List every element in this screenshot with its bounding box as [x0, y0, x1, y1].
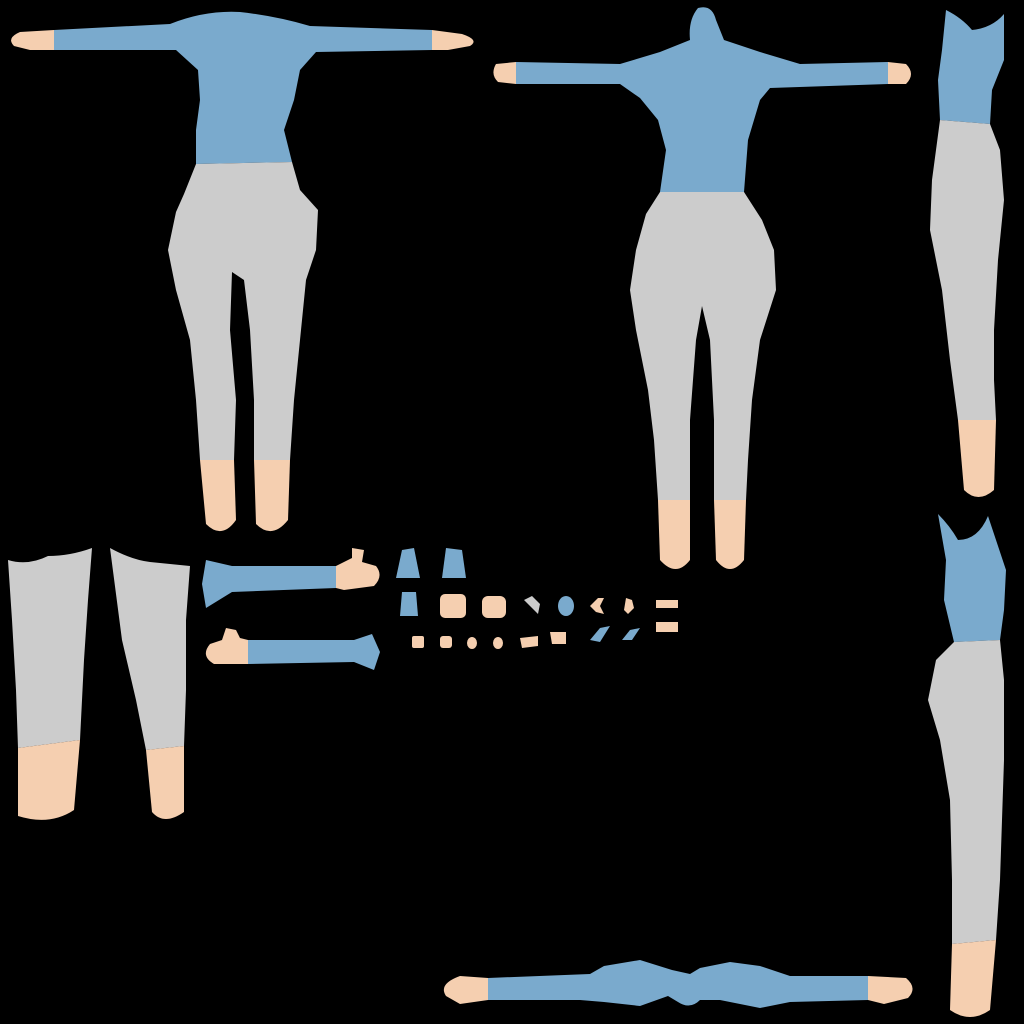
side-body-bottom-island [928, 514, 1006, 1017]
top-view-left-hand [443, 976, 488, 1004]
piece-blue-oval [558, 596, 574, 616]
piece-collar-2 [442, 548, 466, 578]
piece-skin-arc-1 [590, 598, 604, 614]
piece-skin-3 [412, 636, 424, 648]
back-body-island [493, 7, 911, 569]
front-right-hand [432, 30, 474, 50]
piece-skin-arc-2 [624, 598, 634, 614]
back-shirt [516, 7, 888, 193]
piece-skin-4 [440, 636, 452, 648]
side-top-foot [958, 420, 996, 497]
back-left-foot [658, 500, 690, 569]
piece-skin-7 [520, 636, 538, 648]
legs-pair-island [8, 548, 190, 820]
piece-skin-6 [493, 637, 503, 649]
side-bottom-shirt [938, 514, 1006, 642]
piece-skin-bar-2 [656, 622, 678, 632]
back-right-foot [714, 500, 746, 569]
piece-skin-bar-1 [656, 600, 678, 608]
back-right-hand [888, 62, 911, 84]
side-top-shirt [938, 10, 1004, 124]
front-body-island [11, 11, 474, 532]
back-left-hand [493, 62, 516, 84]
piece-skin-1 [440, 594, 466, 618]
front-shirt [54, 11, 432, 164]
piece-skin-2 [482, 596, 506, 618]
side-top-pants [930, 120, 1004, 420]
piece-skin-5 [467, 637, 477, 649]
front-pants [168, 162, 318, 460]
piece-blue-sliver-1 [590, 626, 610, 642]
sleeve-upper-island [202, 548, 380, 608]
piece-blue-sliver-2 [622, 628, 640, 640]
small-pieces-island [396, 548, 678, 649]
sleeve-upper-hand [336, 548, 380, 590]
side-body-top-island [930, 10, 1004, 497]
sleeve-lower-fabric [248, 634, 380, 670]
piece-collar-1 [396, 548, 420, 578]
front-right-foot [254, 460, 290, 532]
top-view-right-hand [868, 976, 913, 1004]
sleeve-lower-island [205, 628, 380, 670]
legs-right-pants [110, 548, 190, 750]
top-view-arms-island [443, 960, 913, 1008]
front-left-foot [200, 460, 236, 532]
legs-left-foot [18, 740, 80, 820]
side-bottom-pants [928, 640, 1004, 944]
side-bottom-foot [950, 940, 996, 1017]
piece-grey-1 [524, 596, 540, 614]
top-view-shirt [488, 960, 868, 1008]
front-left-hand [11, 30, 55, 50]
sleeve-upper-fabric [202, 560, 336, 608]
legs-right-foot [146, 746, 184, 819]
piece-cuff-1 [400, 592, 418, 616]
piece-skin-8 [550, 632, 566, 644]
sleeve-lower-hand [205, 628, 248, 664]
legs-left-pants [8, 548, 92, 748]
back-pants [630, 192, 776, 500]
